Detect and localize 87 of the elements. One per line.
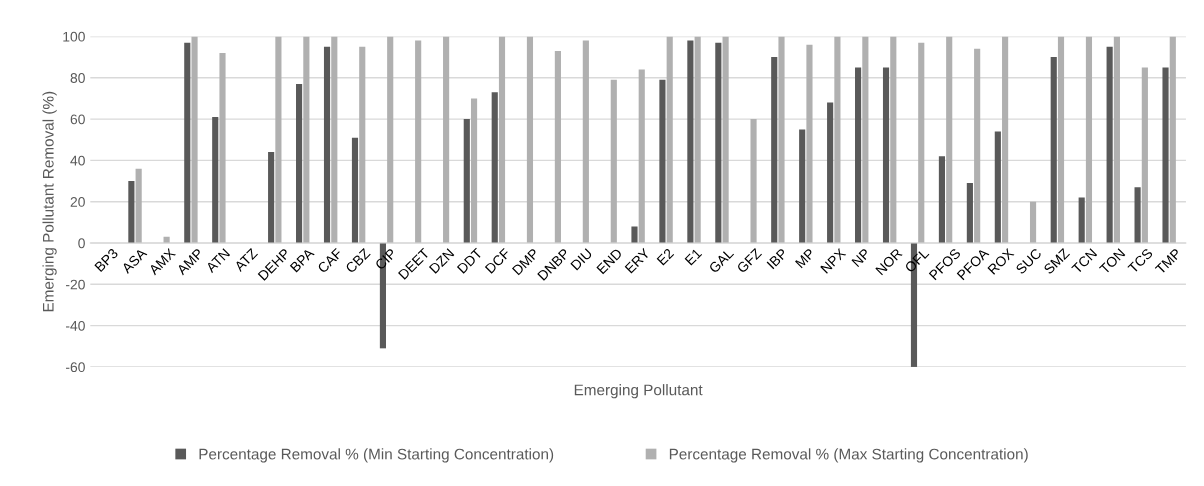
bar	[827, 102, 834, 243]
bar	[638, 69, 645, 243]
bar	[715, 42, 722, 243]
bar	[1134, 187, 1141, 243]
x-tick-label: IBP	[766, 248, 788, 270]
bar	[387, 36, 394, 243]
y-tick-label: -20	[65, 279, 85, 290]
y-tick-label: -60	[65, 362, 85, 373]
x-tick-label: NP	[851, 248, 871, 268]
x-tick-label: GAL	[708, 247, 735, 274]
x-tick-label: E1	[684, 248, 703, 266]
bar	[470, 98, 478, 243]
y-tick-label: 0	[78, 238, 85, 249]
bar	[268, 152, 275, 243]
bar	[1085, 36, 1093, 243]
bar	[296, 83, 303, 243]
legend-label: Percentage Removal % (Max Starting Concentration)	[669, 448, 1028, 463]
bar	[659, 79, 666, 243]
bar	[994, 131, 1001, 243]
bar	[1169, 36, 1176, 243]
bar	[1002, 36, 1009, 243]
y-tick-label: 20	[70, 197, 85, 207]
bar	[359, 46, 366, 243]
bar	[275, 36, 282, 243]
bar	[778, 36, 785, 243]
x-tick-label: DIU	[570, 248, 593, 271]
bar	[946, 36, 953, 243]
bar	[631, 226, 638, 243]
bar	[938, 156, 946, 243]
bar	[1050, 57, 1057, 243]
x-tick-label: CIP	[374, 247, 397, 271]
bar	[135, 168, 142, 243]
bar	[1106, 46, 1113, 243]
bar	[184, 42, 191, 243]
y-tick-label: 100	[63, 31, 85, 42]
bar	[771, 57, 778, 243]
bar	[610, 79, 617, 243]
bar	[974, 48, 981, 243]
x-axis-title: Emerging Pollutant	[574, 384, 703, 399]
bar	[582, 40, 589, 243]
bar	[722, 36, 729, 243]
x-tick-label: E2	[656, 247, 675, 266]
bar	[918, 42, 925, 243]
bar	[1162, 67, 1169, 243]
bar	[666, 36, 673, 243]
bar	[526, 36, 534, 243]
bar	[331, 36, 338, 243]
bar	[862, 36, 869, 243]
bar	[799, 129, 806, 243]
bar	[806, 44, 813, 243]
bar	[219, 52, 226, 243]
bar	[1057, 36, 1065, 243]
y-tick-label: 40	[70, 155, 85, 166]
bar	[128, 181, 135, 243]
bar	[1078, 197, 1085, 243]
y-tick-label: 80	[70, 73, 85, 83]
legend-label: Percentage Removal % (Min Starting Concentration)	[199, 448, 554, 463]
bar	[882, 67, 890, 243]
x-tick-label: OFL	[904, 247, 930, 274]
bar	[1113, 36, 1120, 243]
bar	[491, 92, 498, 243]
bar	[750, 119, 757, 243]
bar	[890, 36, 897, 243]
x-tick-label: BP3	[94, 247, 119, 273]
bar	[554, 50, 561, 243]
y-tick-label: -40	[65, 320, 85, 331]
bar	[351, 137, 359, 243]
y-tick-label: 60	[70, 114, 85, 125]
bar	[855, 67, 862, 243]
bar	[966, 183, 973, 243]
x-tick-label: BPA	[289, 247, 315, 273]
bar	[323, 46, 331, 243]
bar	[1029, 201, 1037, 243]
bar	[1141, 67, 1148, 243]
bar	[498, 36, 506, 243]
bar	[415, 40, 422, 243]
bar	[463, 119, 470, 243]
bar	[212, 117, 219, 243]
x-tick-label: TCS	[1127, 247, 1154, 274]
bar	[191, 36, 198, 243]
bar	[694, 36, 701, 243]
bar	[443, 36, 450, 243]
bar	[834, 36, 841, 243]
bar	[303, 36, 310, 243]
y-axis-title: Emerging Pollutant Removal (%)	[42, 91, 57, 312]
bar	[687, 40, 694, 243]
x-tick-label: MP	[795, 248, 816, 269]
